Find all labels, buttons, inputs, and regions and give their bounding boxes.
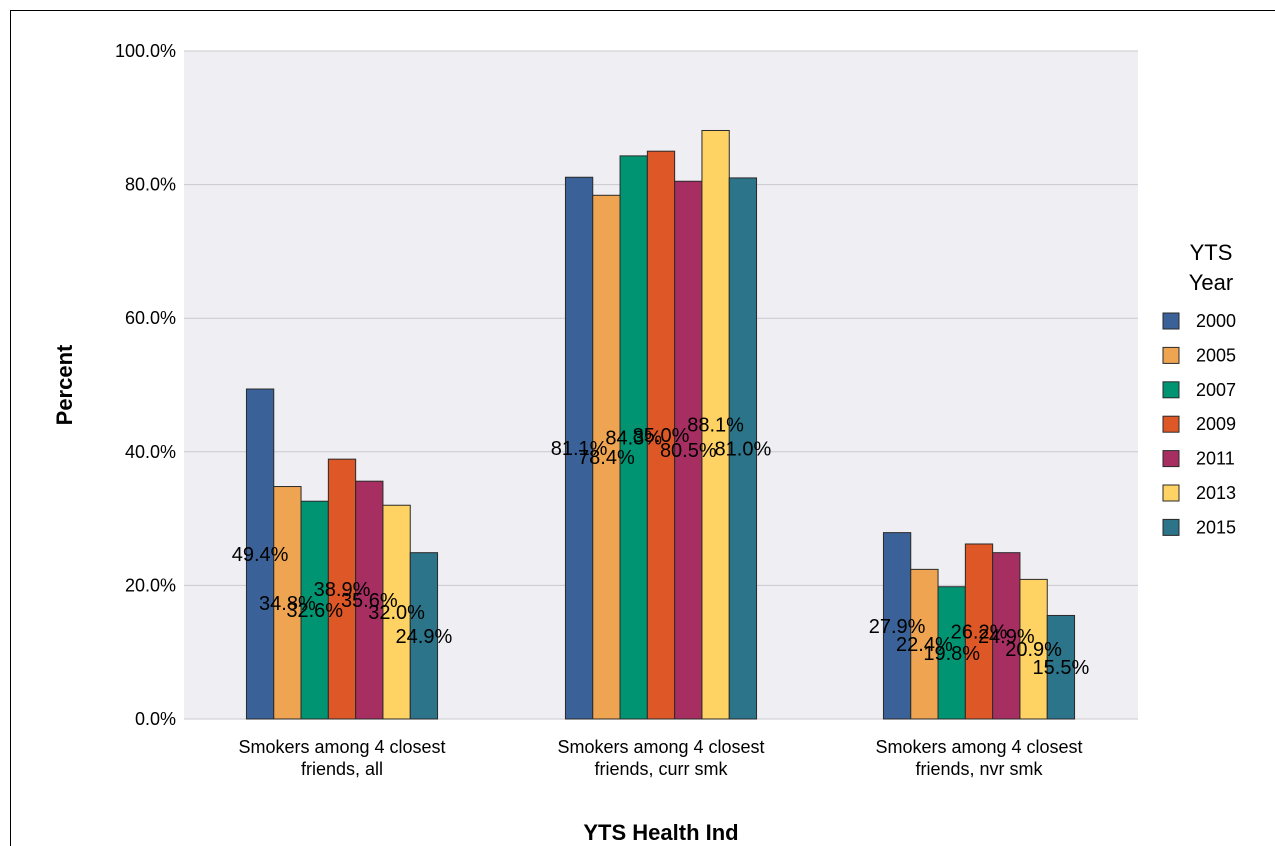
x-category-label: friends, all xyxy=(301,759,383,779)
legend-swatch xyxy=(1162,518,1180,536)
data-label: 85.0% xyxy=(633,425,690,447)
legend-label: 2009 xyxy=(1196,414,1236,434)
bar xyxy=(355,480,384,720)
data-label: 38.9% xyxy=(314,579,371,601)
x-category-label: Smokers among 4 closest xyxy=(875,737,1082,757)
data-label: 81.1% xyxy=(551,438,608,460)
data-label: 19.8% xyxy=(923,643,980,665)
legend-swatch xyxy=(1162,450,1180,468)
legend-label: 2013 xyxy=(1196,483,1236,503)
legend-swatch xyxy=(1162,484,1180,502)
bar xyxy=(1019,578,1048,720)
legend-title: Year xyxy=(1189,270,1233,295)
bar xyxy=(1046,614,1076,720)
legend-label: 2007 xyxy=(1196,380,1236,400)
legend-label: 2005 xyxy=(1196,345,1236,365)
legend-swatch xyxy=(1162,346,1180,364)
bar xyxy=(728,177,758,720)
bar xyxy=(646,150,676,720)
legend-swatch xyxy=(1162,381,1180,399)
data-label: 27.9% xyxy=(869,616,926,638)
legend-swatch xyxy=(1162,312,1180,330)
bar xyxy=(327,458,357,720)
bar xyxy=(619,155,648,720)
bar xyxy=(937,586,966,720)
x-axis-title: YTS Health Ind xyxy=(583,820,738,845)
data-label: 34.8% xyxy=(259,593,316,615)
x-category-label: Smokers among 4 closest xyxy=(238,737,445,757)
data-label: 84.3% xyxy=(605,427,662,449)
data-label: 80.5% xyxy=(660,440,717,462)
bar xyxy=(273,486,302,720)
bar xyxy=(564,176,594,720)
y-tick-label: 20.0% xyxy=(125,575,176,595)
data-label: 26.2% xyxy=(951,621,1008,643)
x-category-label: friends, nvr smk xyxy=(915,759,1043,779)
bar xyxy=(300,500,329,720)
data-label: 32.6% xyxy=(286,600,343,622)
legend-label: 2011 xyxy=(1196,449,1235,469)
data-label: 49.4% xyxy=(232,544,289,566)
data-label: 24.9% xyxy=(396,626,453,648)
y-tick-label: 0.0% xyxy=(135,709,176,729)
data-label: 22.4% xyxy=(896,634,953,656)
data-label: 24.9% xyxy=(978,626,1035,648)
legend-swatch xyxy=(1162,415,1180,433)
y-tick-label: 100.0% xyxy=(115,41,176,61)
y-tick-label: 40.0% xyxy=(125,442,176,462)
data-label: 32.0% xyxy=(368,602,425,624)
legend-label: 2015 xyxy=(1196,517,1236,537)
chart-frame: 0.0% 20.0% 40.0% 60.0% 80.0% 100.0% 49.4% 81.1%… xyxy=(10,10,1275,846)
bar xyxy=(409,552,439,720)
data-label: 20.9% xyxy=(1005,639,1062,661)
data-label: 15.5% xyxy=(1033,657,1090,679)
bar xyxy=(992,552,1021,720)
bar xyxy=(882,532,912,720)
data-label: 78.4% xyxy=(578,447,635,469)
y-tick-label: 80.0% xyxy=(125,175,176,195)
x-category-label: Smokers among 4 closest xyxy=(557,737,764,757)
bar xyxy=(910,568,939,720)
data-label: 35.6% xyxy=(341,590,398,612)
data-label: 88.1% xyxy=(687,415,744,437)
data-label: 81.0% xyxy=(715,438,772,460)
legend-title: YTS xyxy=(1190,240,1233,265)
chart: 0.0% 20.0% 40.0% 60.0% 80.0% 100.0% 49.4% 81.1%… xyxy=(52,41,1236,845)
bar xyxy=(382,504,411,720)
x-category-label: friends, curr smk xyxy=(594,759,728,779)
legend-label: 2000 xyxy=(1196,311,1236,331)
y-axis-title: Percent xyxy=(52,344,77,425)
bar xyxy=(701,129,730,720)
bar xyxy=(592,194,621,720)
y-tick-label: 60.0% xyxy=(125,308,176,328)
